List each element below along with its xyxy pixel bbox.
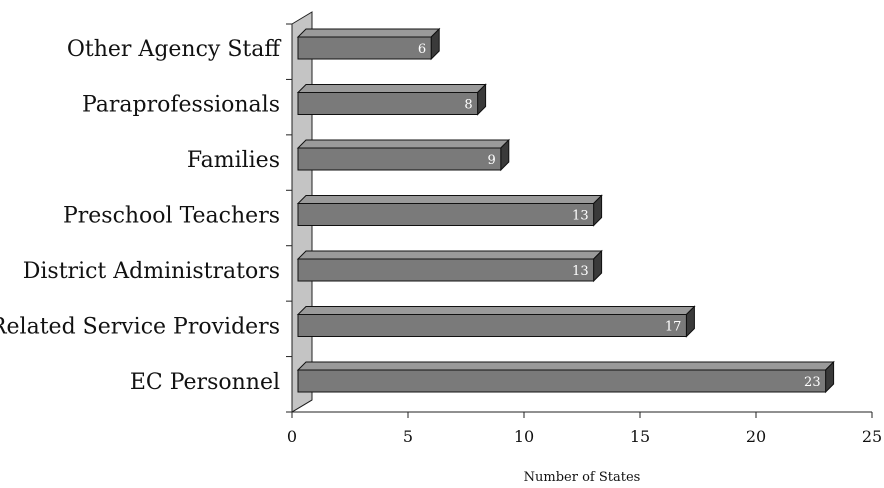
bar-top-face xyxy=(296,195,603,204)
category-label: Paraprofessionals xyxy=(82,93,280,118)
bar-value-label: 9 xyxy=(488,153,496,168)
bar-value-label: 13 xyxy=(572,264,589,279)
category-label: District Administrators xyxy=(23,259,280,284)
bar-value-label: 13 xyxy=(572,209,589,224)
bar-front-face xyxy=(297,369,827,393)
bar: 17 xyxy=(296,305,696,338)
category-label: Preschool Teachers xyxy=(63,204,280,229)
bar: 9 xyxy=(296,138,511,172)
bar-front-face xyxy=(297,258,595,282)
bars: 6 8 9 13 13 17 23 xyxy=(296,27,835,394)
x-tick-label: 25 xyxy=(862,427,882,446)
bar: 13 xyxy=(296,249,603,283)
bar-top-face xyxy=(296,250,603,260)
x-axis-title: Number of States xyxy=(524,470,641,485)
bar-front-face xyxy=(297,203,595,226)
x-tick-label: 5 xyxy=(403,427,413,446)
bar-front-face xyxy=(297,92,479,115)
x-tick-label: 10 xyxy=(514,427,534,446)
bar-top-face xyxy=(296,139,511,149)
bar-value-label: 23 xyxy=(804,375,821,390)
bar-value-label: 6 xyxy=(418,42,426,57)
bar-front-face xyxy=(297,147,502,171)
bar-top-face xyxy=(296,84,487,93)
category-labels: Other Agency Staff Paraprofessionals Famil… xyxy=(0,37,281,395)
bar-top-face xyxy=(296,306,696,315)
x-tick-label: 0 xyxy=(287,427,297,446)
category-label: Families xyxy=(187,148,280,173)
bar-front-face xyxy=(297,314,687,337)
x-tick-label: 15 xyxy=(630,427,650,446)
bar-value-label: 8 xyxy=(464,98,472,113)
category-label: Other Agency Staff xyxy=(67,37,282,62)
x-tick-label: 20 xyxy=(746,427,766,446)
bar: 13 xyxy=(296,194,603,227)
bar: 6 xyxy=(296,27,441,61)
bar: 8 xyxy=(296,83,487,116)
category-label: EC Personnel xyxy=(130,370,280,395)
bar: 23 xyxy=(296,360,835,394)
category-label: Related Service Providers xyxy=(0,315,280,340)
bar-top-face xyxy=(296,28,441,38)
floor-edge xyxy=(291,399,313,413)
bar-top-face xyxy=(296,361,835,371)
bar-front-face xyxy=(297,36,432,60)
bar-value-label: 17 xyxy=(665,320,682,335)
x-axis: 0 5 10 15 20 25 xyxy=(287,399,882,446)
